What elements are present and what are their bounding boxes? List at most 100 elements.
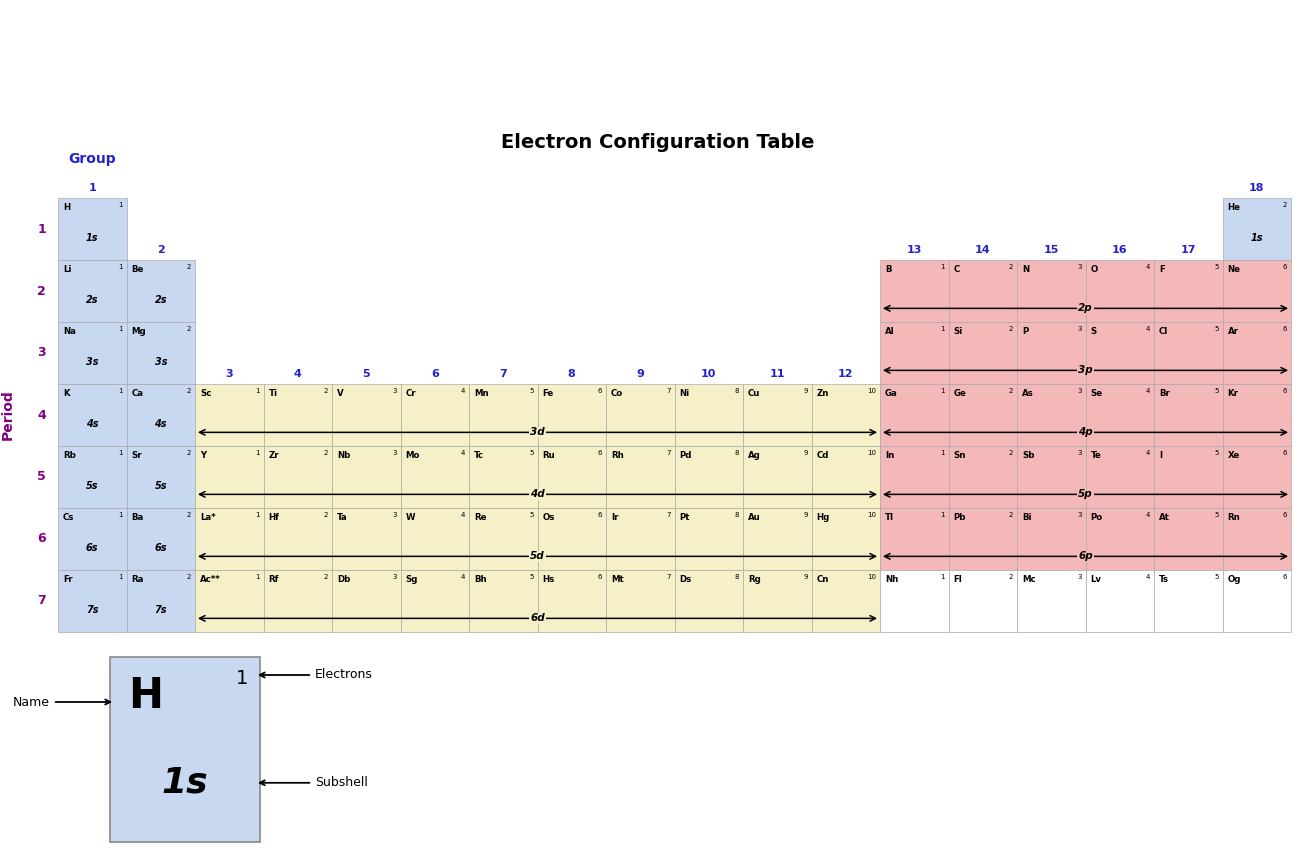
Text: Sn: Sn xyxy=(954,451,966,460)
Text: 3: 3 xyxy=(1076,326,1082,332)
Bar xyxy=(1154,384,1223,446)
Text: 1: 1 xyxy=(255,574,259,580)
Text: P: P xyxy=(1023,327,1028,336)
Text: Zr: Zr xyxy=(268,451,279,460)
Text: Sb: Sb xyxy=(1023,451,1034,460)
Text: 2s: 2s xyxy=(86,296,99,305)
Text: 7: 7 xyxy=(499,369,507,379)
Bar xyxy=(126,508,195,570)
Text: 4: 4 xyxy=(461,450,465,456)
Text: 5: 5 xyxy=(1215,388,1219,394)
Text: Rb: Rb xyxy=(63,451,76,460)
Text: 6d: 6d xyxy=(530,614,545,623)
Text: 3: 3 xyxy=(392,388,396,394)
Text: Tc: Tc xyxy=(474,451,484,460)
Bar xyxy=(1017,384,1086,446)
Text: 6s: 6s xyxy=(154,543,167,554)
Text: Ra: Ra xyxy=(132,575,143,584)
Text: 2: 2 xyxy=(324,512,328,518)
Text: Period: Period xyxy=(1,390,14,440)
Bar xyxy=(1086,570,1154,632)
Bar xyxy=(400,570,468,632)
Text: Cn: Cn xyxy=(816,575,829,584)
Text: Ti: Ti xyxy=(268,389,278,398)
Bar xyxy=(263,384,332,446)
Text: 7: 7 xyxy=(37,595,46,608)
Bar xyxy=(400,508,468,570)
Text: 5: 5 xyxy=(1215,450,1219,456)
Text: Sc: Sc xyxy=(200,389,212,398)
Text: 5: 5 xyxy=(362,369,370,379)
Text: 3: 3 xyxy=(392,450,396,456)
Bar xyxy=(675,384,744,446)
Text: B: B xyxy=(884,265,891,274)
Bar xyxy=(1017,446,1086,508)
Text: K: K xyxy=(63,389,70,398)
Text: 7: 7 xyxy=(666,450,670,456)
Text: 3: 3 xyxy=(1076,512,1082,518)
Bar xyxy=(675,570,744,632)
Text: 4: 4 xyxy=(1146,264,1150,270)
Bar xyxy=(812,446,880,508)
Bar xyxy=(332,446,400,508)
Text: 5: 5 xyxy=(529,574,533,580)
Bar xyxy=(880,508,949,570)
Text: Sg: Sg xyxy=(405,575,418,584)
Bar xyxy=(605,446,675,508)
Text: 1: 1 xyxy=(236,669,247,688)
Text: C: C xyxy=(954,265,959,274)
Text: N: N xyxy=(1023,265,1029,274)
Bar xyxy=(744,446,812,508)
Text: 2: 2 xyxy=(157,245,164,255)
Text: 1s: 1s xyxy=(86,233,99,243)
Bar xyxy=(468,570,537,632)
Text: 4s: 4s xyxy=(86,419,99,429)
Bar xyxy=(949,384,1017,446)
Text: F: F xyxy=(1159,265,1165,274)
Bar xyxy=(1086,384,1154,446)
Bar xyxy=(605,384,675,446)
Text: 4: 4 xyxy=(1146,388,1150,394)
Text: 9: 9 xyxy=(803,512,808,518)
Text: 2: 2 xyxy=(187,326,191,332)
Text: 3: 3 xyxy=(1076,388,1082,394)
Text: 14: 14 xyxy=(975,245,991,255)
Text: 9: 9 xyxy=(637,369,645,379)
Text: 3s: 3s xyxy=(154,357,167,368)
Text: Fe: Fe xyxy=(542,389,554,398)
Bar xyxy=(675,508,744,570)
Text: Cs: Cs xyxy=(63,513,75,522)
Bar xyxy=(468,446,537,508)
Text: Re: Re xyxy=(474,513,487,522)
Bar xyxy=(195,384,263,446)
Bar xyxy=(537,446,605,508)
Bar xyxy=(744,570,812,632)
Text: 12: 12 xyxy=(838,369,854,379)
Text: 5s: 5s xyxy=(154,482,167,491)
Text: Ca: Ca xyxy=(132,389,143,398)
Bar xyxy=(1223,384,1291,446)
Text: 13: 13 xyxy=(907,245,923,255)
Bar xyxy=(744,384,812,446)
Text: In: In xyxy=(884,451,895,460)
Text: 6: 6 xyxy=(37,532,46,546)
Bar xyxy=(1086,260,1154,322)
Text: Ar: Ar xyxy=(1228,327,1238,336)
Text: Nb: Nb xyxy=(337,451,350,460)
Text: 2: 2 xyxy=(187,450,191,456)
Bar xyxy=(880,322,949,384)
Text: At: At xyxy=(1159,513,1170,522)
Text: 5: 5 xyxy=(529,388,533,394)
Text: Rf: Rf xyxy=(268,575,279,584)
Text: Hf: Hf xyxy=(268,513,279,522)
Text: 2: 2 xyxy=(187,512,191,518)
Text: 2: 2 xyxy=(1008,512,1013,518)
Text: Bh: Bh xyxy=(474,575,487,584)
Text: 10: 10 xyxy=(867,450,876,456)
Text: 5s: 5s xyxy=(86,482,99,491)
Text: 2: 2 xyxy=(324,450,328,456)
Bar xyxy=(263,446,332,508)
Text: Bi: Bi xyxy=(1023,513,1032,522)
Text: Ru: Ru xyxy=(542,451,555,460)
Text: Pt: Pt xyxy=(679,513,690,522)
